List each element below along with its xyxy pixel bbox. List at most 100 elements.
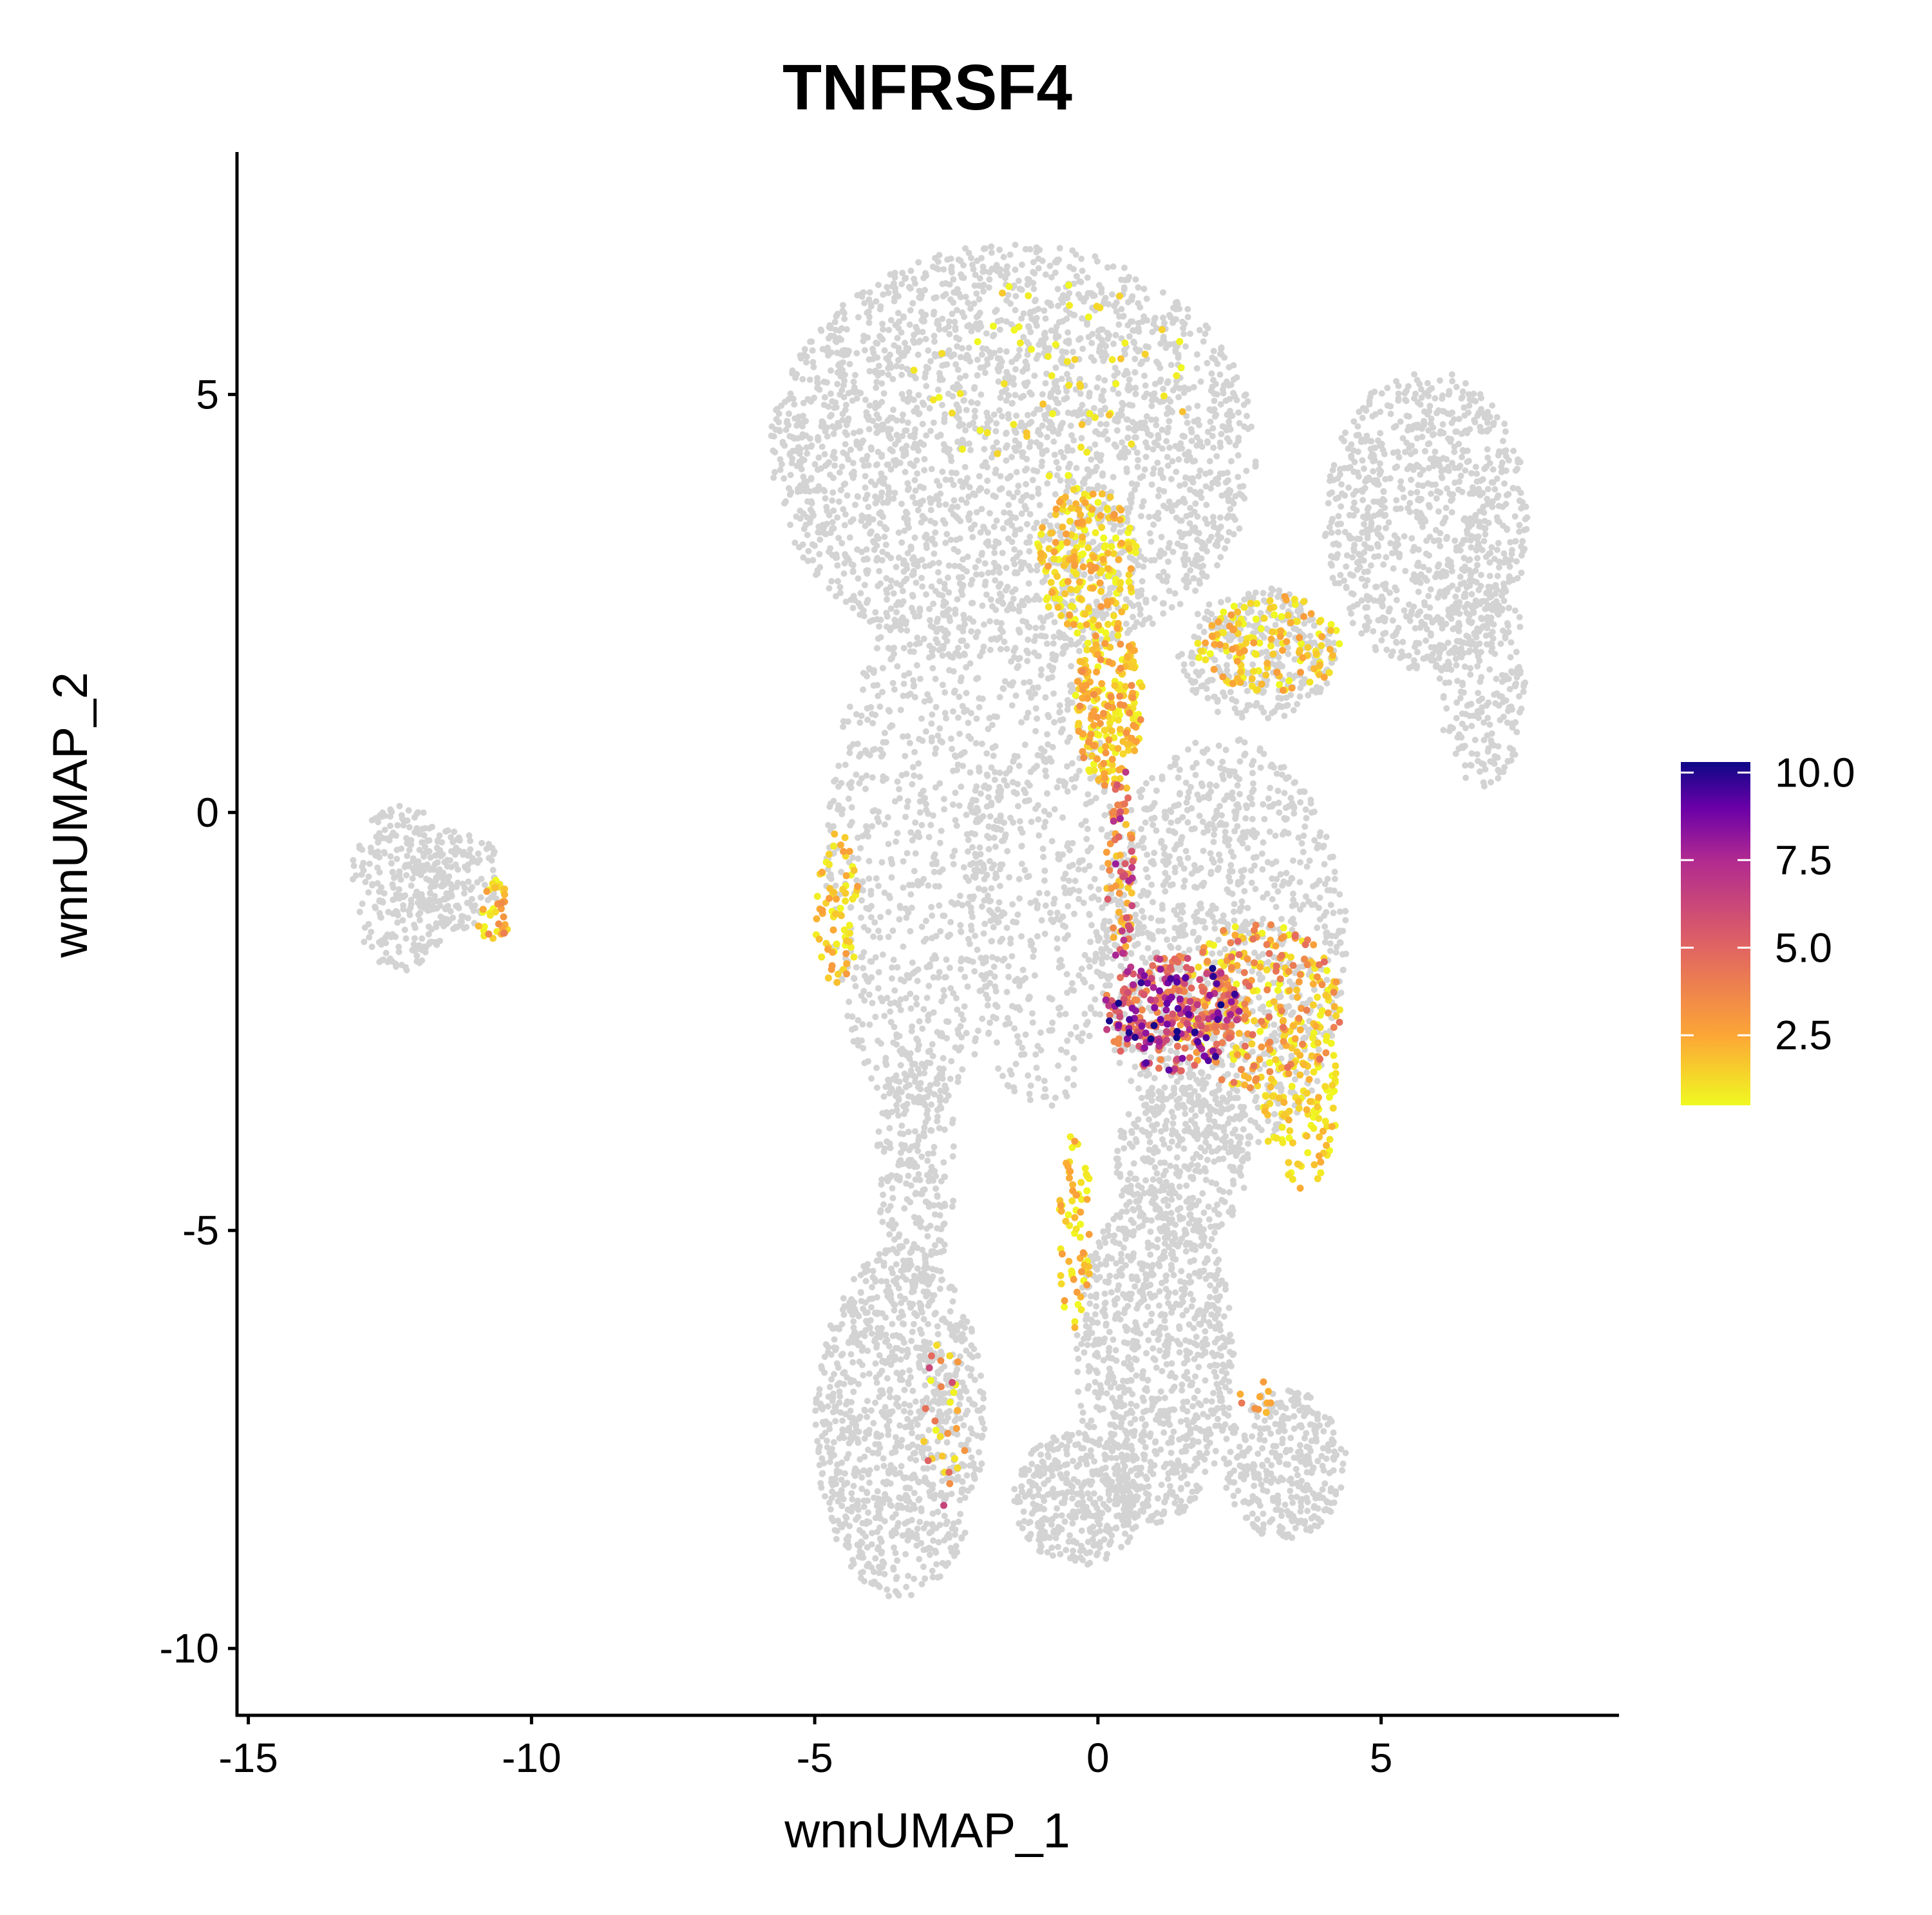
background-cell-point [1462,590,1469,597]
background-cell-point [848,804,855,811]
background-cell-point [1508,639,1515,646]
background-cell-point [990,411,998,418]
background-cell-point [997,473,1004,480]
background-cell-point [387,853,394,860]
background-cell-point [856,428,863,435]
background-cell-point [1244,687,1251,694]
background-cell-point [369,881,376,888]
background-cell-point [1217,401,1224,408]
background-cell-point [865,462,872,469]
background-cell-point [1421,418,1428,425]
background-cell-point [1087,575,1094,582]
background-cell-point [963,406,970,414]
background-cell-point [961,748,968,756]
background-cell-point [1453,544,1460,551]
background-cell-point [940,441,947,448]
background-cell-point [1100,484,1107,491]
background-cell-point [947,735,954,742]
background-cell-point [1193,351,1200,358]
background-cell-point [1370,458,1377,465]
background-cell-point [1329,489,1336,496]
background-cell-point [1410,657,1417,664]
background-cell-point [930,419,937,426]
background-cell-point [890,957,897,964]
background-cell-point [1410,466,1417,473]
background-cell-point [1452,655,1459,662]
background-cell-point [978,506,985,513]
background-cell-point [862,484,869,491]
background-cell-point [1472,601,1479,608]
background-cell-point [928,583,935,590]
background-cell-point [958,928,965,935]
background-cell-point [1383,554,1390,561]
background-cell-point [1177,600,1184,607]
background-cell-point [360,867,367,874]
background-cell-point [1359,497,1367,504]
background-cell-point [1370,451,1377,458]
background-cell-point [1465,557,1472,564]
background-cell-point [1465,633,1472,640]
background-cell-point [987,417,994,424]
background-cell-point [390,874,397,881]
background-cell-point [822,347,829,353]
background-cell-point [1497,640,1504,647]
background-cell-point [1452,464,1458,472]
background-cell-point [1063,644,1069,651]
background-cell-point [1406,444,1413,452]
background-cell-point [1173,383,1180,390]
background-cell-point [914,507,922,514]
background-cell-point [829,453,837,459]
background-cell-point [1161,339,1168,346]
background-cell-point [1094,482,1101,490]
background-cell-point [1260,589,1267,596]
background-cell-point [942,520,949,527]
background-cell-point [962,479,969,486]
background-cell-point [1184,419,1191,426]
background-cell-point [419,957,426,964]
background-cell-point [1018,315,1025,322]
background-cell-point [866,296,873,303]
background-cell-point [906,321,913,328]
background-cell-point [916,338,923,345]
background-cell-point [904,850,911,857]
background-cell-point [1197,378,1204,385]
background-cell-point [451,828,458,835]
background-cell-point [995,583,1002,590]
background-cell-point [1388,652,1395,659]
background-cell-point [413,888,421,895]
background-cell-point [786,433,793,440]
background-cell-point [990,834,998,841]
background-cell-point [972,271,979,278]
background-cell-point [1200,338,1207,345]
background-cell-point [877,580,884,587]
background-cell-point [1479,490,1486,497]
background-cell-point [1338,503,1345,510]
background-cell-point [1204,438,1211,445]
background-cell-point [821,394,828,401]
background-cell-point [399,917,406,924]
background-cell-point [1358,575,1365,582]
background-cell-point [1444,658,1452,665]
background-cell-point [439,839,446,846]
background-cell-point [1209,354,1216,361]
background-cell-point [367,844,374,852]
background-cell-point [954,343,961,350]
background-cell-point [786,410,792,417]
background-cell-point [1453,428,1460,435]
background-cell-point [856,389,863,396]
background-cell-point [996,486,1003,493]
background-cell-point [865,416,872,423]
background-cell-point [799,431,806,438]
background-cell-point [1509,669,1516,676]
background-cell-point [442,874,450,881]
background-cell-point [1454,734,1461,741]
background-cell-point [904,797,911,805]
background-cell-point [1459,680,1466,687]
background-cell-point [951,318,958,325]
background-cell-point [961,709,968,716]
background-cell-point [981,525,988,532]
background-cell-point [787,521,794,528]
background-cell-point [945,390,952,397]
background-cell-point [1001,509,1008,516]
background-cell-point [1376,616,1383,624]
